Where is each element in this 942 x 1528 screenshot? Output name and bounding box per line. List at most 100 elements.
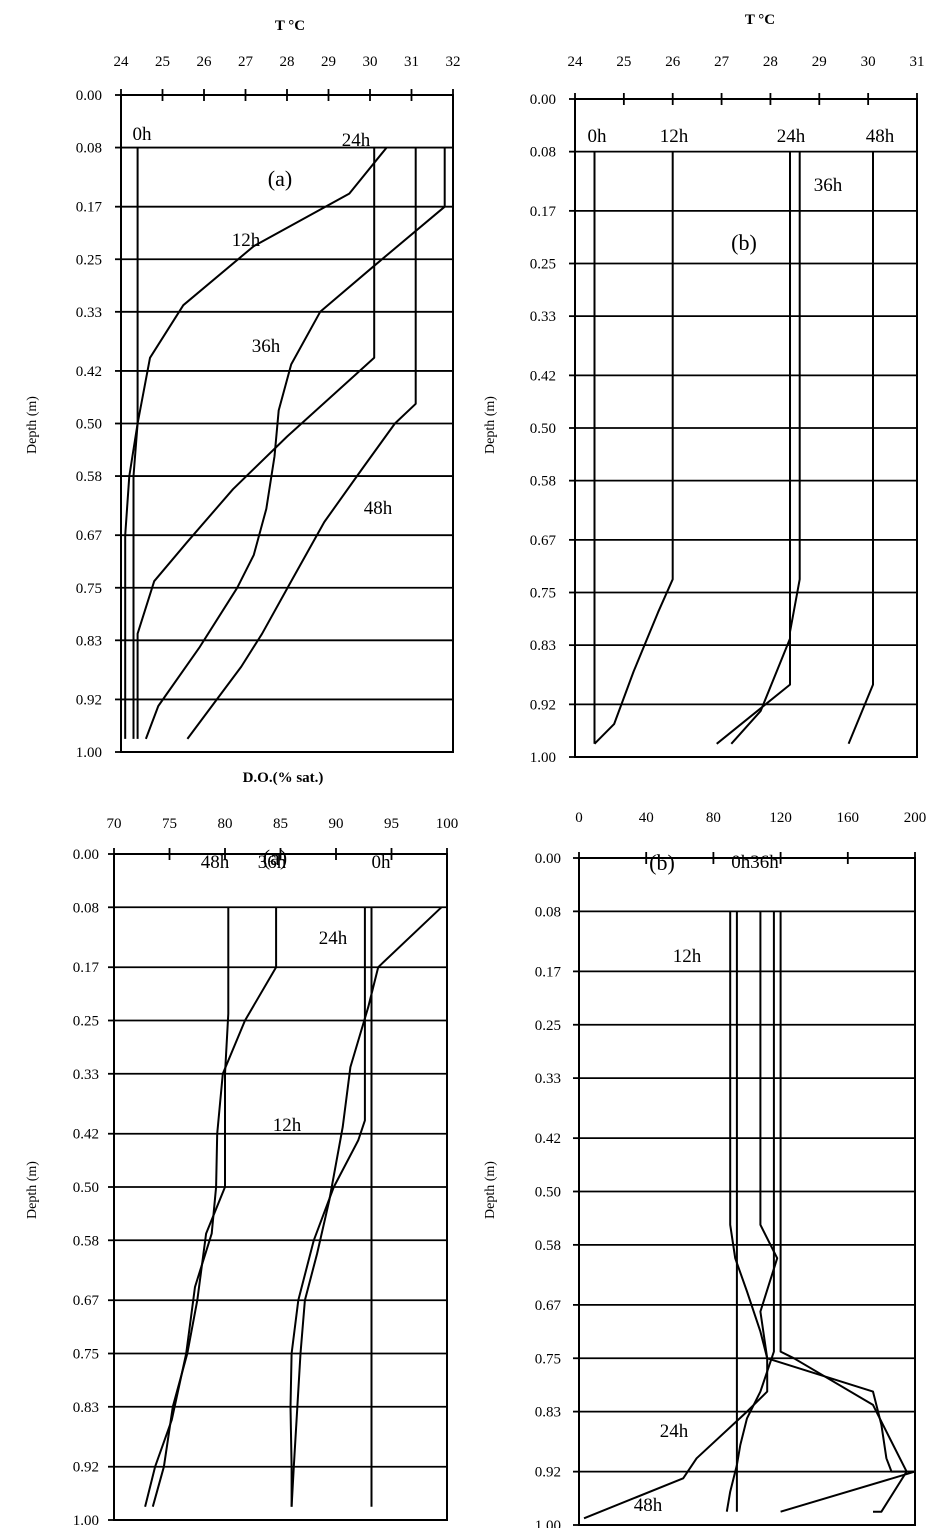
x-tick-label: 90 bbox=[329, 816, 344, 832]
y-tick-label: 0.25 bbox=[530, 257, 556, 273]
series-line-48h bbox=[186, 147, 417, 740]
x-tick-label: 80 bbox=[706, 810, 721, 826]
plot-frame bbox=[574, 98, 918, 758]
do-chart-a: D.O.(% sat.) Depth (m) (a) 48h 36h 0h 24… bbox=[25, 770, 458, 1528]
y-tick-label: 0.92 bbox=[530, 697, 556, 713]
series-line-12h bbox=[593, 151, 674, 745]
y-tick-label: 0.83 bbox=[76, 633, 102, 649]
x-tick-label: 30 bbox=[363, 54, 378, 70]
series-line-12h bbox=[132, 146, 388, 739]
panel-label: (b) bbox=[649, 850, 675, 875]
series-line-12h bbox=[290, 906, 443, 1507]
y-tick-label: 0.67 bbox=[73, 1293, 100, 1309]
curve-label-48h: 48h bbox=[634, 1495, 663, 1516]
x-tick-label: 24 bbox=[114, 54, 130, 70]
y-tick-label: 0.33 bbox=[73, 1067, 99, 1083]
series-line-48h bbox=[583, 911, 779, 1520]
y-tick-label: 0.92 bbox=[73, 1460, 99, 1476]
x-tick-label: 25 bbox=[616, 54, 631, 70]
y-tick-label: 0.58 bbox=[535, 1238, 561, 1254]
curve-label-48h: 48h bbox=[364, 498, 393, 519]
series-line-48h bbox=[151, 907, 230, 1507]
y-tick-label: 0.25 bbox=[73, 1014, 99, 1030]
y-tick-label: 0.50 bbox=[530, 421, 556, 437]
y-tick-label: 0.42 bbox=[76, 364, 102, 380]
y-axis-label: Depth (m) bbox=[483, 1161, 498, 1219]
y-tick-label: 0.67 bbox=[535, 1298, 562, 1314]
y-tick-label: 0.75 bbox=[73, 1347, 99, 1363]
chart-title: T °C bbox=[275, 18, 305, 34]
temperature-chart-a: T °C Depth (m) (a) 0h 24h 12h 36h 48h 0.… bbox=[25, 18, 461, 761]
y-tick-label: 1.00 bbox=[535, 1518, 561, 1528]
x-tick-label: 200 bbox=[904, 810, 927, 826]
curve-label-24h: 24h bbox=[777, 126, 806, 147]
plot-frame bbox=[578, 857, 916, 1526]
x-tick-label: 25 bbox=[155, 54, 170, 70]
x-tick-label: 29 bbox=[321, 54, 336, 70]
y-tick-label: 0.58 bbox=[76, 469, 102, 485]
curve-label-12h: 12h bbox=[673, 946, 702, 967]
y-tick-label: 0.33 bbox=[535, 1071, 561, 1087]
y-tick-label: 1.00 bbox=[73, 1513, 99, 1528]
y-tick-label: 0.50 bbox=[73, 1180, 99, 1196]
x-tick-label: 85 bbox=[273, 816, 288, 832]
x-tick-label: 28 bbox=[280, 54, 295, 70]
x-tick-label: 100 bbox=[436, 816, 459, 832]
x-tick-label: 80 bbox=[218, 816, 233, 832]
curve-label-24h: 24h bbox=[342, 130, 371, 151]
y-axis-label: Depth (m) bbox=[25, 396, 40, 454]
y-tick-label: 0.17 bbox=[73, 960, 100, 976]
curve-label-0h: 0h bbox=[588, 126, 608, 147]
x-tick-label: 26 bbox=[197, 54, 213, 70]
y-tick-label: 0.25 bbox=[535, 1018, 561, 1034]
panel-label: (b) bbox=[731, 230, 757, 255]
y-tick-label: 0.08 bbox=[76, 141, 102, 157]
x-tick-label: 32 bbox=[446, 54, 461, 70]
x-tick-label: 26 bbox=[665, 54, 681, 70]
panel-label: (a) bbox=[263, 845, 287, 870]
chart-title: T °C bbox=[745, 12, 775, 28]
y-tick-label: 0.42 bbox=[530, 368, 556, 384]
y-tick-label: 0.33 bbox=[76, 305, 102, 321]
x-tick-label: 40 bbox=[639, 810, 654, 826]
curve-label-0h: 0h bbox=[372, 852, 392, 873]
y-tick-label: 0.42 bbox=[535, 1131, 561, 1147]
panel-label: (a) bbox=[268, 166, 292, 191]
curve-label-48h: 48h bbox=[201, 852, 230, 873]
x-tick-label: 27 bbox=[238, 54, 254, 70]
do-chart-b: Depth (m) (b) 0h36h 12h 24h 48h 0.00 0.08… bbox=[483, 810, 926, 1528]
x-tick-label: 31 bbox=[910, 54, 925, 70]
y-tick-label: 0.92 bbox=[76, 692, 102, 708]
x-tick-label: 0 bbox=[575, 810, 583, 826]
y-tick-label: 0.08 bbox=[530, 145, 556, 161]
x-tick-label: 30 bbox=[861, 54, 876, 70]
curve-label-12h: 12h bbox=[273, 1115, 302, 1136]
y-tick-label: 0.00 bbox=[535, 851, 561, 867]
y-tick-label: 0.75 bbox=[530, 586, 556, 602]
curve-label-0h: 0h bbox=[133, 124, 153, 145]
y-tick-label: 0.50 bbox=[535, 1185, 561, 1201]
y-tick-label: 0.67 bbox=[76, 528, 103, 544]
y-tick-label: 0.83 bbox=[535, 1405, 561, 1421]
y-tick-label: 0.17 bbox=[535, 964, 562, 980]
y-tick-label: 0.25 bbox=[76, 252, 102, 268]
x-tick-label: 75 bbox=[162, 816, 177, 832]
series-line-24h bbox=[289, 907, 366, 1507]
chart-title: D.O.(% sat.) bbox=[243, 770, 324, 786]
curve-label-12h: 12h bbox=[232, 230, 261, 251]
y-axis-label: Depth (m) bbox=[483, 396, 498, 454]
x-tick-label: 31 bbox=[404, 54, 419, 70]
series-line-36h bbox=[779, 911, 908, 1513]
y-tick-label: 0.58 bbox=[530, 474, 556, 490]
curve-label-0h36h: 0h36h bbox=[731, 852, 779, 873]
curve-label-36h: 36h bbox=[258, 852, 287, 873]
y-tick-label: 0.75 bbox=[535, 1351, 561, 1367]
temperature-chart-b: T °C Depth (m) (b) 0h 12h 24h 48h 36h 0.… bbox=[483, 12, 925, 766]
y-tick-label: 0.50 bbox=[76, 417, 102, 433]
curve-label-24h: 24h bbox=[660, 1421, 689, 1442]
y-tick-label: 0.00 bbox=[76, 88, 102, 104]
y-tick-label: 0.17 bbox=[76, 200, 103, 216]
curve-label-12h: 12h bbox=[660, 126, 689, 147]
series-line-36h bbox=[144, 147, 446, 740]
